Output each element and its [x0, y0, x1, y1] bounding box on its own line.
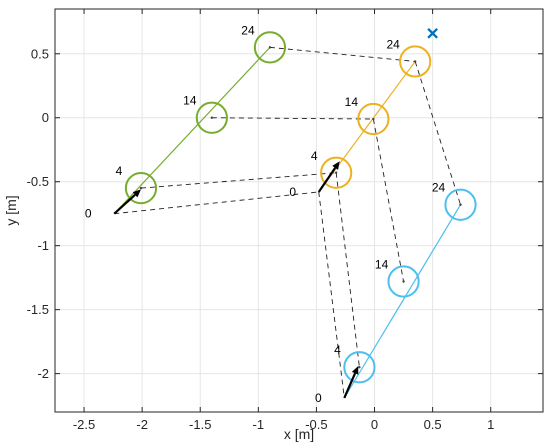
dashed-link: [335, 172, 360, 368]
ticks: -2.5 -2 -1.5 -1 -0.5 0 0.5 1 0.5 0 -0.5 -1 -1.5 -2: [27, 9, 543, 432]
dashed-link: [114, 191, 319, 215]
green-arrow-head: [132, 189, 141, 198]
x-tick-label: 1: [487, 417, 494, 432]
dashed-link: [140, 172, 337, 189]
x-axis-label: x [m]: [284, 426, 314, 442]
time-label: 4: [334, 343, 341, 357]
green-robot: [195, 101, 228, 134]
dashed-links: [114, 46, 461, 398]
blue-robot: [444, 188, 477, 221]
dashed-link: [269, 46, 416, 62]
blue-robot-center: [459, 203, 462, 206]
time-label: 24: [387, 37, 401, 51]
green-robot: [124, 172, 158, 205]
orange-robot-center: [334, 171, 338, 174]
orange-robot: [357, 102, 390, 136]
y-tick-label: -1: [37, 238, 49, 253]
y-tick-label: -1.5: [27, 302, 49, 317]
target-x-stroke: [427, 27, 438, 39]
dashed-link: [318, 191, 345, 398]
green-robot-center: [139, 186, 143, 190]
time-label: 24: [432, 181, 446, 195]
time-label: 14: [183, 94, 197, 108]
x-tick-label: -1.5: [189, 417, 211, 432]
dashed-link: [372, 118, 405, 282]
x-tick-label: -1: [253, 417, 265, 432]
heading-arrows: [113, 161, 359, 399]
time-label: 4: [116, 164, 123, 178]
orange-heading-arrow: [317, 167, 337, 193]
orange-robot: [399, 45, 432, 78]
time-label: 0: [289, 185, 296, 199]
orange-arrow-head: [332, 161, 340, 170]
target-marker: [427, 27, 438, 39]
green-robot-center: [210, 116, 214, 119]
dashed-link: [414, 61, 461, 205]
green-robot: [253, 31, 287, 64]
orange-robot: [320, 156, 353, 189]
blue-trajectory: [343, 204, 462, 399]
y-tick-label: -0.5: [27, 174, 49, 189]
blue-heading-arrow: [343, 372, 357, 399]
green-robot-center: [268, 46, 272, 49]
green-trajectory: [113, 46, 271, 215]
x-tick-label: -2: [136, 417, 148, 432]
x-tick-label: 0.5: [424, 417, 442, 432]
blue-arrow-head: [351, 365, 359, 375]
y-tick-label: -2: [37, 366, 49, 381]
time-label: 0: [85, 207, 92, 221]
time-label: 0: [315, 391, 322, 405]
orange-robot-center: [413, 60, 417, 63]
blue-robot-center: [402, 280, 405, 283]
time-label: 4: [311, 149, 318, 163]
robot-circles: [124, 31, 477, 384]
x-tick-label: -0.5: [305, 417, 327, 432]
y-axis-label: y [m]: [3, 195, 19, 225]
time-label: 24: [241, 23, 255, 37]
green-heading-arrow: [113, 193, 136, 215]
x-tick-label: 0: [371, 417, 378, 432]
blue-robot-center: [358, 366, 361, 369]
time-label: 14: [375, 258, 389, 272]
time-labels: 0 4 14 24 0 4 14 24 0 4 14 24: [85, 23, 446, 405]
x-tick-label: -2.5: [73, 417, 95, 432]
y-tick-label: 0.5: [31, 46, 49, 61]
blue-robot: [343, 351, 376, 384]
blue-robot: [387, 265, 420, 298]
grid: [55, 9, 543, 412]
orange-robot-center: [372, 117, 375, 121]
axes-box: [54, 8, 544, 413]
y-tick-label: 0: [42, 110, 49, 125]
time-label: 14: [345, 95, 359, 109]
